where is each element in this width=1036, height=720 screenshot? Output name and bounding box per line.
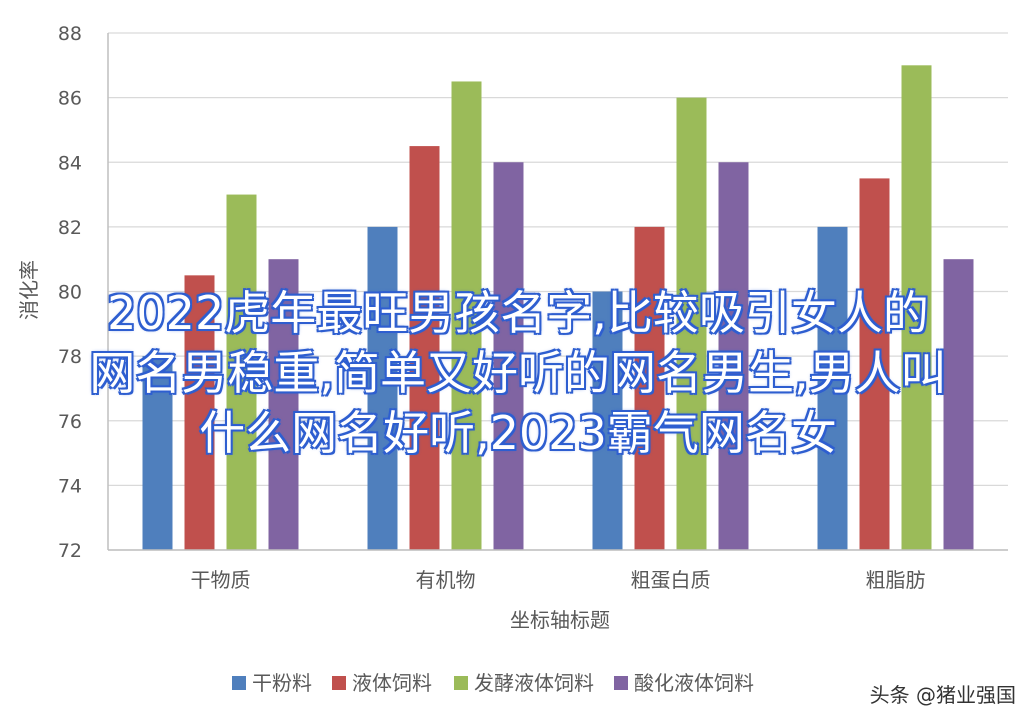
x-tick-label: 粗脂肪 <box>866 568 926 592</box>
y-tick-labels: 72 74 76 78 80 82 84 86 88 <box>58 23 82 562</box>
y-tick-label: 88 <box>58 23 82 45</box>
bar <box>592 291 623 550</box>
bar <box>943 259 974 550</box>
y-tick-label: 74 <box>58 475 82 497</box>
legend-swatch <box>614 676 628 690</box>
legend-label: 液体饲料 <box>352 671 432 695</box>
bar <box>901 65 932 550</box>
x-tick-label: 干物质 <box>191 568 251 592</box>
y-tick-label: 82 <box>58 217 82 239</box>
legend-swatch <box>454 676 468 690</box>
y-tick-label: 78 <box>58 346 82 368</box>
legend-swatch <box>332 676 346 690</box>
bar <box>493 162 524 550</box>
legend-label: 发酵液体饲料 <box>474 671 594 695</box>
bar <box>268 259 299 550</box>
bar <box>226 194 257 550</box>
legend-swatch <box>232 676 246 690</box>
bars <box>142 65 974 550</box>
grid-lines <box>108 32 1008 551</box>
y-tick-label: 86 <box>58 88 82 110</box>
bar <box>676 97 707 550</box>
x-axis-title: 坐标轴标题 <box>510 608 610 632</box>
bar <box>718 162 749 550</box>
y-tick-label: 72 <box>58 540 82 562</box>
bar <box>409 146 440 550</box>
axes <box>107 33 1008 551</box>
x-tick-label: 有机物 <box>416 568 476 592</box>
source-watermark: 头条 @猪业强国 <box>869 683 1016 707</box>
x-tick-labels: 干物质 有机物 粗蛋白质 粗脂肪 <box>191 568 926 592</box>
y-tick-label: 76 <box>58 411 82 433</box>
legend: 干粉料 液体饲料 发酵液体饲料 酸化液体饲料 <box>232 671 754 695</box>
x-tick-label: 粗蛋白质 <box>631 568 711 592</box>
bar <box>367 226 398 550</box>
bar <box>142 356 173 550</box>
bar <box>859 178 890 550</box>
bar <box>184 275 215 550</box>
y-tick-label: 80 <box>58 282 82 304</box>
bar <box>634 226 665 550</box>
y-tick-label: 84 <box>58 152 82 174</box>
bar <box>451 81 482 550</box>
legend-label: 酸化液体饲料 <box>634 671 754 695</box>
legend-label: 干粉料 <box>252 671 312 695</box>
y-axis-title: 消化率 <box>17 260 41 320</box>
bar <box>817 226 848 550</box>
